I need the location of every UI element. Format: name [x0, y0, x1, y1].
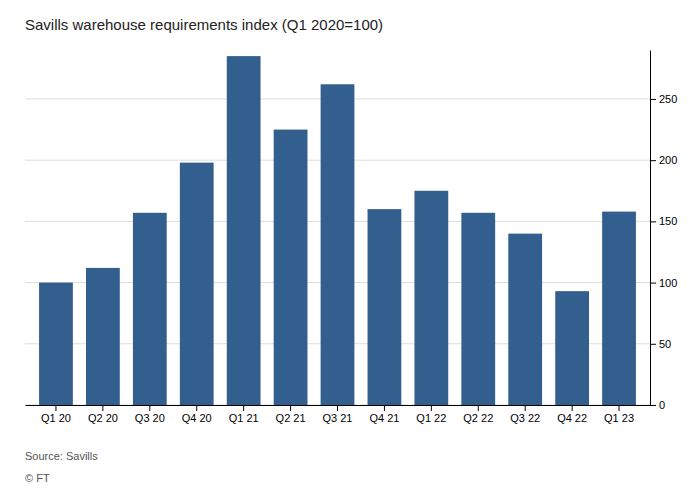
y-tick: 200	[650, 154, 677, 166]
bars	[39, 56, 636, 405]
bar	[86, 268, 120, 405]
x-tick: Q4 22	[557, 405, 587, 424]
x-tick-mark	[102, 405, 103, 411]
y-tick-label: 200	[659, 154, 677, 166]
bar	[227, 56, 261, 405]
x-tick-label: Q1 23	[604, 412, 634, 424]
x-tick: Q3 20	[135, 405, 165, 424]
y-tick: 150	[650, 215, 677, 227]
bar	[133, 213, 167, 405]
y-tick-label: 250	[659, 93, 677, 105]
x-tick-mark	[619, 405, 620, 411]
y-tick-label: 0	[659, 399, 665, 411]
x-tick-mark	[384, 405, 385, 411]
x-tick-mark	[478, 405, 479, 411]
x-tick-label: Q2 22	[463, 412, 493, 424]
y-tick-label: 100	[659, 277, 677, 289]
y-axis: 0 50 100 150 200 250	[650, 51, 677, 412]
x-tick-label: Q4 21	[369, 412, 399, 424]
y-tick-mark	[650, 99, 656, 100]
x-tick: Q2 20	[88, 405, 118, 424]
x-tick-label: Q2 20	[88, 412, 118, 424]
y-tick-mark	[650, 344, 656, 345]
y-tick-mark	[650, 160, 656, 161]
x-tick-label: Q4 20	[182, 412, 212, 424]
y-tick: 250	[650, 93, 677, 105]
x-tick-label: Q3 20	[135, 412, 165, 424]
y-tick-label: 50	[659, 338, 671, 350]
x-tick-label: Q3 21	[323, 412, 353, 424]
chart-container: Q1 20 Q2 20 Q3 20 Q4 20 Q1 21 Q2 21 Q3 21 Q4 21…	[0, 0, 700, 500]
x-tick: Q3 22	[510, 405, 540, 424]
x-tick-label: Q1 21	[229, 412, 259, 424]
bar	[414, 191, 448, 405]
annotation: Source: Savills	[25, 450, 98, 462]
x-tick: Q2 22	[463, 405, 493, 424]
x-tick: Q1 21	[229, 405, 259, 424]
x-tick-mark	[243, 405, 244, 411]
bar	[602, 212, 636, 405]
y-tick: 0	[650, 399, 665, 411]
x-tick-mark	[525, 405, 526, 411]
x-tick: Q1 23	[604, 405, 634, 424]
y-axis-line	[650, 51, 651, 406]
bar	[368, 209, 402, 405]
annotation: © FT	[25, 472, 50, 484]
y-tick-mark	[650, 283, 656, 284]
y-tick: 100	[650, 277, 677, 289]
x-tick-mark	[149, 405, 150, 411]
y-tick-mark	[650, 405, 656, 406]
x-tick-mark	[337, 405, 338, 411]
x-tick-label: Q1 22	[416, 412, 446, 424]
bar	[180, 163, 214, 405]
annotations: Source: Savills © FT	[25, 450, 98, 484]
plot-area: Q1 20 Q2 20 Q3 20 Q4 20 Q1 21 Q2 21 Q3 21 Q4 21…	[25, 51, 677, 424]
bar	[555, 291, 589, 405]
bar	[274, 130, 308, 405]
x-tick-label: Q2 21	[276, 412, 306, 424]
x-tick-mark	[572, 405, 573, 411]
x-tick-label: Q4 22	[557, 412, 587, 424]
x-tick-mark	[431, 405, 432, 411]
y-tick-label: 150	[659, 215, 677, 227]
x-axis: Q1 20 Q2 20 Q3 20 Q4 20 Q1 21 Q2 21 Q3 21 Q4 21…	[26, 405, 651, 424]
x-tick: Q4 20	[182, 405, 212, 424]
bar	[461, 213, 495, 405]
chart-svg: Q1 20 Q2 20 Q3 20 Q4 20 Q1 21 Q2 21 Q3 21 Q4 21…	[0, 0, 700, 500]
y-tick-mark	[650, 221, 656, 222]
x-tick-label: Q1 20	[41, 412, 71, 424]
x-tick: Q3 21	[323, 405, 353, 424]
bar	[39, 283, 73, 405]
bar	[508, 234, 542, 405]
x-tick-mark	[196, 405, 197, 411]
x-tick: Q1 20	[41, 405, 71, 424]
x-tick: Q1 22	[416, 405, 446, 424]
x-tick-mark	[290, 405, 291, 411]
y-tick: 50	[650, 338, 671, 350]
x-tick: Q2 21	[276, 405, 306, 424]
x-tick-mark	[55, 405, 56, 411]
chart-title: Savills warehouse requirements index (Q1…	[25, 16, 383, 33]
bar	[321, 84, 355, 405]
x-tick: Q4 21	[369, 405, 399, 424]
x-tick-label: Q3 22	[510, 412, 540, 424]
